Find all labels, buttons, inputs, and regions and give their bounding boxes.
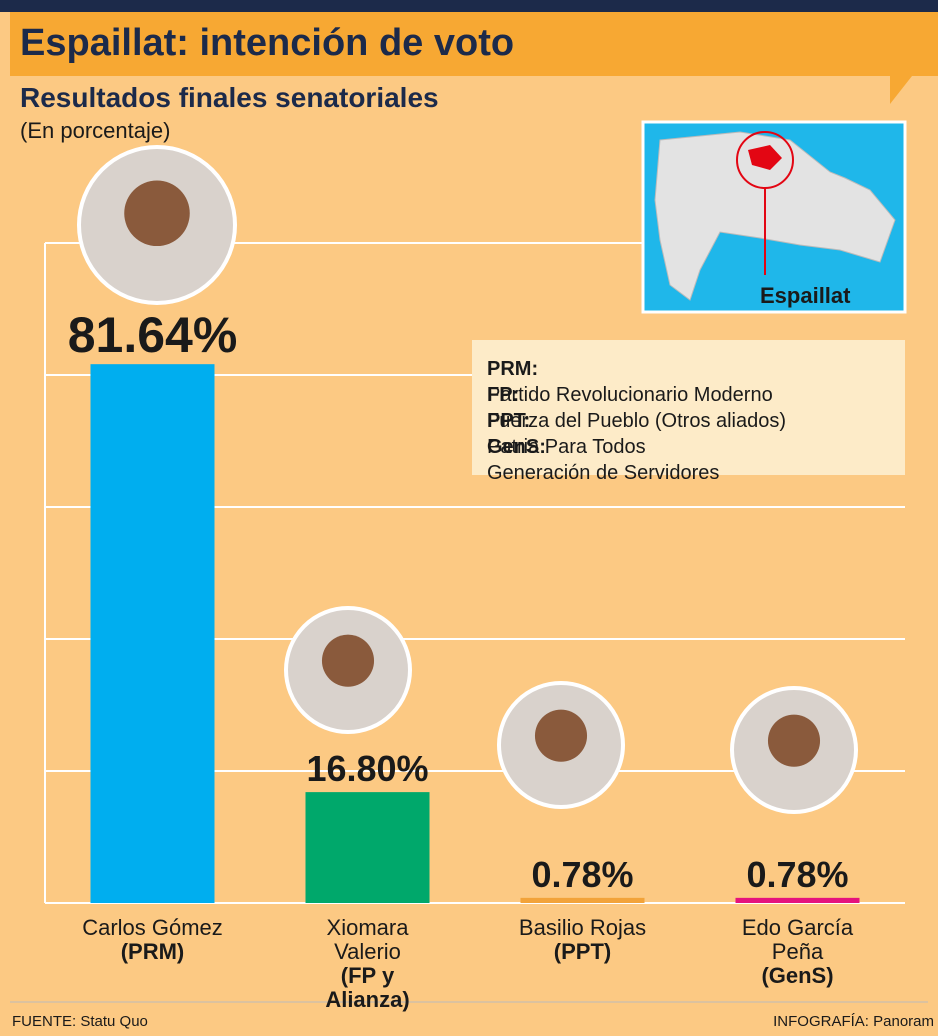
value-label: 16.80%	[306, 748, 429, 790]
unit-note: (En porcentaje)	[20, 118, 171, 143]
candidate-name: Xiomara Valerio	[326, 915, 409, 964]
bar	[90, 364, 215, 903]
legend-box	[472, 340, 905, 475]
definition-abbr: PRM:	[487, 358, 539, 380]
title-band	[10, 12, 938, 76]
subtitle: Resultados finales senatoriales	[20, 82, 439, 113]
category-label: Edo García Peña (GenS)	[728, 916, 868, 988]
title: Espaillat: intención de voto	[20, 22, 515, 64]
candidate-name: Edo García Peña	[741, 915, 854, 964]
definition-text: Fuerza del Pueblo (Otros aliados)	[487, 410, 787, 432]
value-label: 0.78%	[746, 853, 849, 895]
candidate-name: Carlos Gómez	[82, 915, 223, 940]
province-highlight	[748, 145, 782, 170]
definition-text: Partido Revolucionario Moderno	[487, 384, 773, 406]
party-label: (FP y Alianza)	[325, 963, 410, 1012]
definition: FP: Fuerza del Pueblo (Otros aliados)	[487, 382, 786, 434]
photo-head	[124, 180, 190, 247]
candidate-name: Basilio Rojas	[518, 915, 647, 940]
category-label: Xiomara Valerio (FP y Alianza)	[298, 916, 438, 1012]
category-label: Carlos Gómez (PRM)	[43, 916, 263, 964]
credit: INFOGRAFÍA: Panoram	[773, 1013, 934, 1030]
photo-head	[534, 709, 588, 762]
photo-head	[321, 634, 375, 687]
category-label: Basilio Rojas (PPT)	[473, 916, 693, 964]
definition-abbr: FP:	[487, 384, 520, 406]
definition: GenS: Generación de Servidores	[487, 434, 719, 486]
definition-abbr: GenS:	[487, 436, 546, 458]
top-bar	[0, 0, 938, 12]
definition: PPT: Patria Para Todos	[487, 408, 646, 460]
bar	[735, 897, 860, 903]
bar	[520, 897, 645, 903]
value-label: 0.78%	[531, 853, 634, 895]
island-shape	[654, 131, 896, 301]
locator-map: Espaillat	[641, 120, 907, 314]
definition-abbr: PPT:	[487, 410, 531, 432]
value-label: 81.64%	[67, 307, 238, 364]
definition: PRM: Partido Revolucionario Moderno	[487, 356, 773, 408]
party-label: (PPT)	[553, 939, 612, 964]
definition-text: Patria Para Todos	[487, 436, 646, 458]
photo-head	[767, 714, 821, 767]
source: FUENTE: Statu Quo	[12, 1013, 148, 1030]
definition-text: Generación de Servidores	[487, 462, 720, 484]
title-tail	[890, 76, 912, 104]
map-label: Espaillat	[760, 283, 851, 308]
bar	[305, 792, 430, 903]
party-label: (PRM)	[120, 939, 185, 964]
party-label: (GenS)	[761, 963, 834, 988]
